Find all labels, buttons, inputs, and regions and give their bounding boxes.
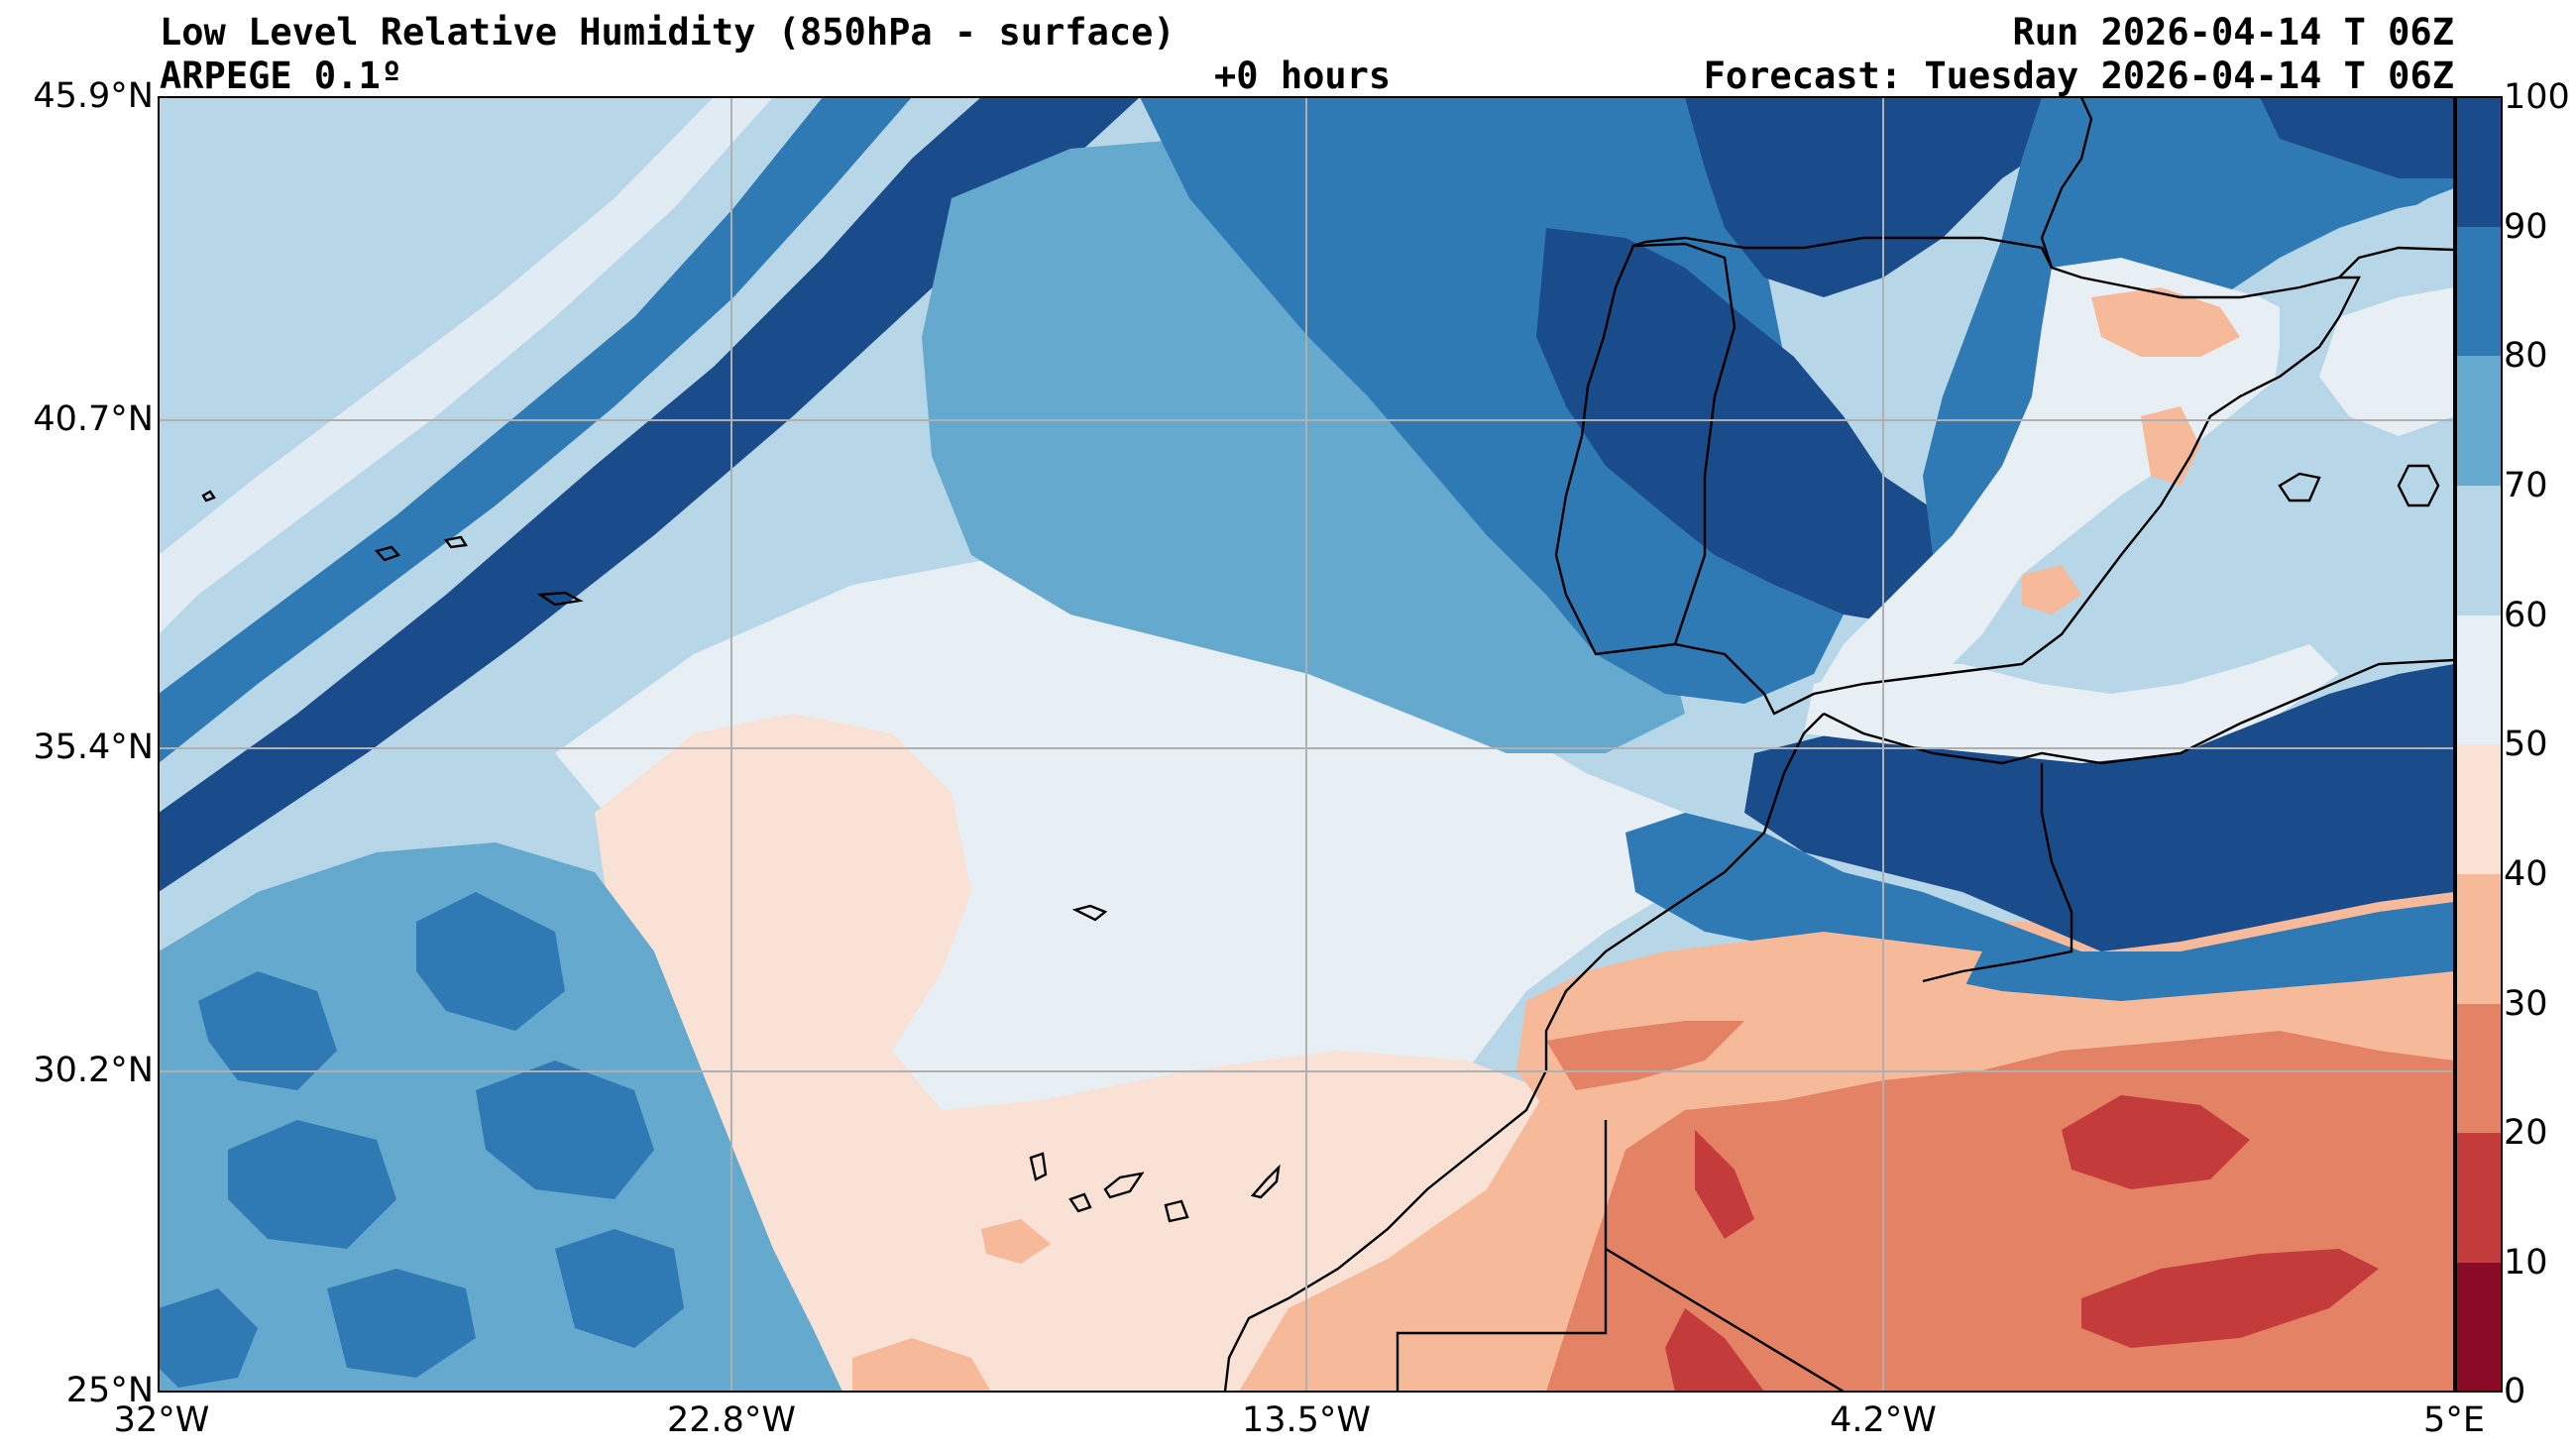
lat-label-40-7: 40.7°N	[33, 399, 154, 439]
humidity-patch-2	[2081, 1249, 2379, 1348]
colorbar-segment-0-10	[2456, 1263, 2502, 1392]
colorbar-label-30: 30	[2504, 984, 2548, 1024]
colorbar-segment-10-20	[2456, 1133, 2502, 1263]
humidity-patch-5	[852, 1338, 991, 1392]
colorbar-segment-60-70	[2456, 486, 2502, 615]
model-name: ARPEGE 0.1º	[160, 55, 403, 97]
coastline-france-south	[2338, 246, 2454, 279]
humidity-region-iberia-wedge	[1140, 97, 1844, 704]
colorbar-label-100: 100	[2504, 77, 2570, 117]
coastline-canary-3	[1103, 1172, 1145, 1199]
colorbar-segment-70-80	[2456, 356, 2502, 486]
coastline-iberia-border	[1634, 242, 1736, 645]
colorbar	[2455, 96, 2503, 1393]
map-frame	[158, 96, 2455, 1393]
lon-label-32w: 32°W	[113, 1400, 210, 1440]
humidity-region-balearic	[2319, 287, 2454, 436]
lon-label-5e: 5°E	[2423, 1400, 2485, 1440]
coastline-france	[2040, 97, 2093, 269]
gridlines	[159, 97, 2454, 1392]
colorbar-segment-20-30	[2456, 1004, 2502, 1133]
lat-label-25: 25°N	[65, 1371, 154, 1410]
coastline-azores-4	[536, 591, 584, 607]
humidity-region-east-iberia	[1923, 97, 2454, 595]
coastline-canary-5	[1250, 1164, 1281, 1199]
coastline-maghreb	[1823, 658, 2454, 765]
humidity-patch-4	[1695, 1130, 1754, 1239]
coastline-iberia	[1554, 236, 2361, 716]
colorbar-segment-40-50	[2456, 744, 2502, 874]
run-time: Run 2026-04-14 T 06Z	[2012, 11, 2454, 54]
coastline-canary-4	[1164, 1199, 1189, 1223]
colorbar-label-50: 50	[2504, 725, 2548, 764]
colorbar-label-40: 40	[2504, 854, 2548, 894]
humidity-region-ne-dark	[2260, 97, 2454, 178]
humidity-region-east-atl	[922, 139, 1685, 753]
humidity-region-canaries	[595, 714, 1546, 1392]
coastline-azores-1	[201, 490, 216, 503]
coastline-azores-3	[443, 535, 469, 549]
humidity-region-nw-mid	[159, 97, 912, 763]
coastline-azores-2	[374, 545, 401, 562]
coastlines	[201, 97, 2454, 1392]
lon-label-22-8w: 22.8°W	[666, 1400, 797, 1440]
lat-label-45-9: 45.9°N	[33, 76, 154, 116]
humidity-region-nw-pale	[159, 97, 773, 634]
humidity-patch-6	[981, 1219, 1051, 1264]
colorbar-segment-80-90	[2456, 227, 2502, 356]
coastline-sardinia	[2397, 464, 2440, 507]
colorbar-label-80: 80	[2504, 336, 2548, 376]
boundary-morocco-algeria	[1922, 763, 2073, 983]
lon-label-4-2w: 4.2°W	[1830, 1400, 1937, 1440]
humidity-region-morocco-coast-dark	[1546, 1021, 1744, 1090]
lead-time: +0 hours	[1214, 55, 1392, 97]
coastline-canary-2	[1068, 1192, 1092, 1213]
humidity-region-med-salmon	[2022, 287, 2240, 614]
colorbar-label-90: 90	[2504, 207, 2548, 247]
humidity-region-med-right	[2131, 188, 2454, 644]
coastline-mallorca	[2278, 472, 2321, 503]
humidity-region-nw-band	[159, 97, 1140, 892]
colorbar-frame	[2455, 96, 2503, 1393]
lat-label-30-2: 30.2°N	[33, 1051, 154, 1090]
lon-label-13-5w: 13.5°W	[1241, 1400, 1372, 1440]
colorbar-label-20: 20	[2504, 1113, 2548, 1153]
humidity-patch-3	[1665, 1308, 1764, 1392]
humidity-region-sw-dark	[159, 892, 684, 1388]
colorbar-segment-50-60	[2456, 615, 2502, 744]
colorbar-label-60: 60	[2504, 596, 2548, 635]
colorbar-label-0: 0	[2504, 1372, 2526, 1411]
humidity-region-med-pale	[1814, 258, 2319, 714]
humidity-region-iberia-dark	[1536, 228, 1972, 624]
colorbar-segment-90-100	[2456, 97, 2502, 227]
humidity-patch-1	[2062, 1095, 2250, 1189]
lat-label-35-4: 35.4°N	[33, 727, 154, 767]
boundary-mauritania	[1605, 1247, 1845, 1392]
colorbar-label-70: 70	[2504, 466, 2548, 505]
colorbar-label-10: 10	[2504, 1243, 2548, 1283]
coastline-madeira	[1071, 904, 1108, 922]
coastline-canary-1	[1029, 1152, 1048, 1181]
forecast-time: Forecast: Tuesday 2026-04-14 T 06Z	[1703, 55, 2454, 97]
chart-title: Low Level Relative Humidity (850hPa - su…	[160, 11, 1176, 54]
boundary-western-sahara	[1396, 1120, 1608, 1392]
colorbar-segment-30-40	[2456, 874, 2502, 1004]
